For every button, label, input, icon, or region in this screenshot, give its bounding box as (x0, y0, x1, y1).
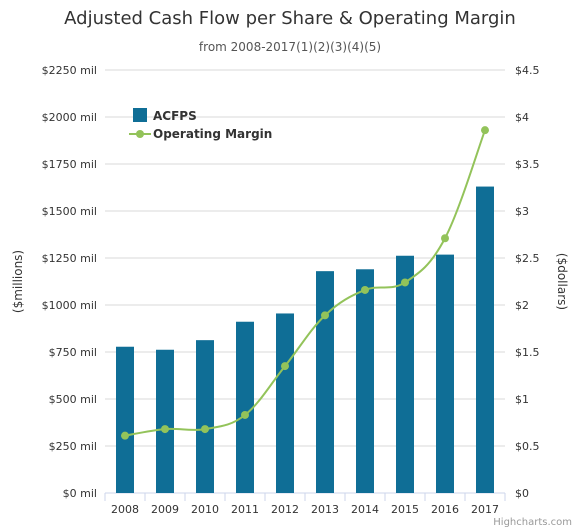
y-left-tick-label: $500 mil (49, 393, 97, 406)
x-tick-label: 2010 (191, 503, 219, 516)
y-right-tick-label: $4.5 (515, 64, 540, 77)
y-right-tick-label: $4 (515, 111, 529, 124)
y-left-tick-label: $0 mil (63, 487, 97, 500)
acfps-bar (116, 346, 134, 493)
legend-acfps-label: ACFPS (153, 109, 197, 123)
operating-margin-line (124, 129, 486, 437)
acfps-bar (276, 313, 294, 493)
x-tick-label: 2012 (271, 503, 299, 516)
operating-margin-point (481, 126, 489, 135)
operating-margin-point (401, 278, 409, 287)
operating-margin-point (241, 410, 249, 419)
y-right-tick-label: $1 (515, 393, 529, 406)
y-right-tick-label: $0 (515, 487, 529, 500)
y-left-axis-title: ($millions) (11, 250, 25, 313)
y-right-tick-label: $2.5 (515, 252, 540, 265)
y-left-tick-label: $1000 mil (42, 299, 97, 312)
x-tick-label: 2011 (231, 503, 259, 516)
x-tick-label: 2014 (351, 503, 379, 516)
acfps-bar (316, 271, 334, 493)
y-left-tick-label: $250 mil (49, 440, 97, 453)
acfps-bar (236, 321, 254, 493)
x-tick-label: 2008 (111, 503, 139, 516)
y-left-tick-label: $750 mil (49, 346, 97, 359)
legend-margin-marker (136, 130, 144, 138)
y-left-tick-label: $2250 mil (42, 64, 97, 77)
y-right-tick-label: $1.5 (515, 346, 540, 359)
acfps-bar (156, 349, 174, 493)
operating-margin-point (321, 311, 329, 320)
operating-margin-point (201, 425, 209, 434)
x-tick-label: 2013 (311, 503, 339, 516)
operating-margin-point (361, 285, 369, 294)
y-right-tick-label: $3.5 (515, 158, 540, 171)
y-left-tick-label: $2000 mil (42, 111, 97, 124)
legend-margin-label: Operating Margin (153, 127, 272, 141)
x-tick-label: 2017 (471, 503, 499, 516)
credits-link[interactable]: Highcharts.com (493, 517, 572, 528)
y-right-axis-title: ($dollars) (555, 253, 569, 310)
legend-acfps-swatch (133, 108, 147, 122)
x-tick-label: 2009 (151, 503, 179, 516)
y-left-tick-label: $1500 mil (42, 205, 97, 218)
acfps-bar (356, 269, 374, 493)
chart-subtitle: from 2008-2017(1)(2)(3)(4)(5) (198, 40, 382, 54)
operating-margin-point (281, 362, 289, 371)
acfps-bar (196, 340, 214, 493)
y-left-tick-label: $1750 mil (42, 158, 97, 171)
acfps-bar (396, 255, 414, 493)
y-left-tick-label: $1250 mil (42, 252, 97, 265)
x-tick-label: 2016 (431, 503, 459, 516)
operating-margin-point (161, 425, 169, 434)
x-tick-label: 2015 (391, 503, 419, 516)
acfps-bar (436, 254, 454, 493)
y-right-tick-label: $0.5 (515, 440, 540, 453)
operating-margin-point (441, 234, 449, 243)
acfps-bar (476, 186, 494, 493)
y-right-tick-label: $3 (515, 205, 529, 218)
y-right-tick-label: $2 (515, 299, 529, 312)
operating-margin-point (121, 431, 129, 440)
chart-title: Adjusted Cash Flow per Share & Operating… (64, 8, 516, 29)
